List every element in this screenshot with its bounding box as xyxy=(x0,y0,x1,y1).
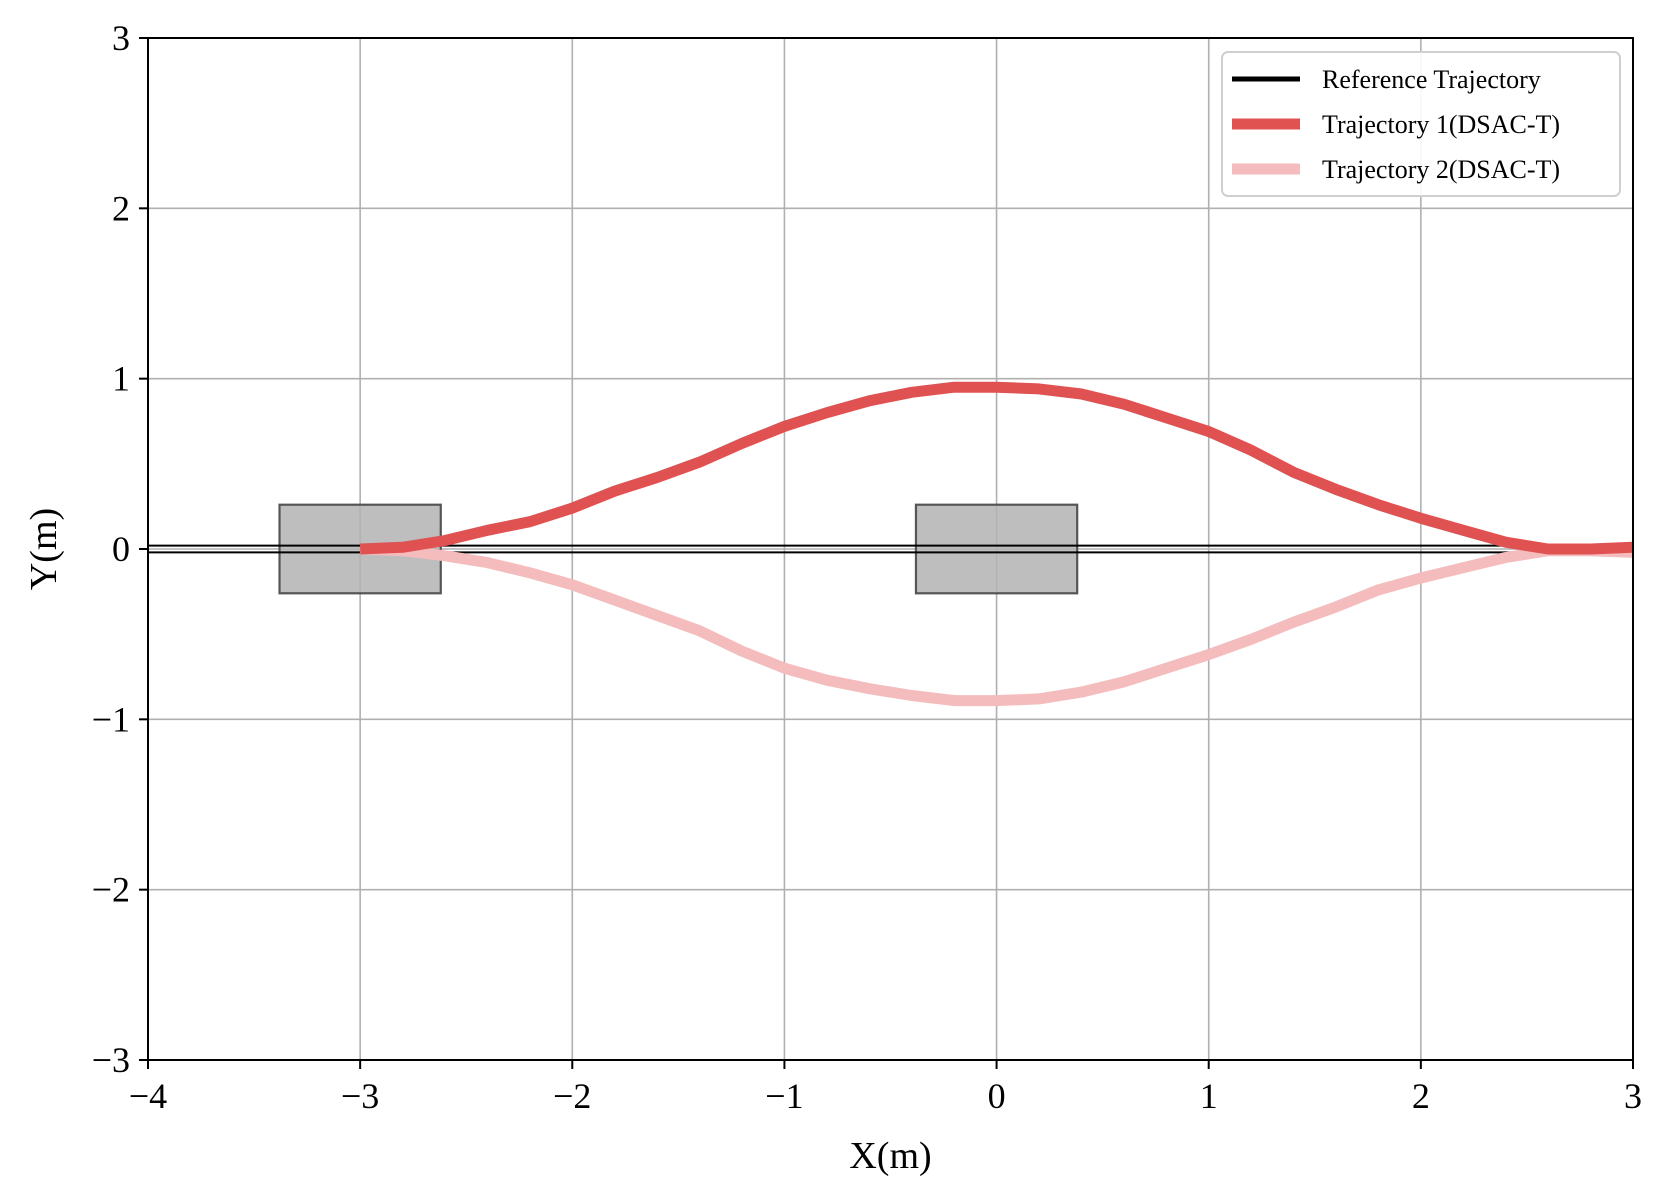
x-tick-label: 2 xyxy=(1412,1076,1430,1116)
x-tick-label: −1 xyxy=(765,1076,803,1116)
x-tick-label: −4 xyxy=(129,1076,167,1116)
y-tick-label: −3 xyxy=(92,1040,130,1080)
y-tick-label: 3 xyxy=(112,18,130,58)
x-tick-label: 0 xyxy=(988,1076,1006,1116)
x-tick-label: 3 xyxy=(1624,1076,1642,1116)
x-axis-ticks: −4 −3 −2 −1 0 1 2 3 xyxy=(129,1060,1642,1116)
x-tick-label: 1 xyxy=(1200,1076,1218,1116)
legend-label: Reference Trajectory xyxy=(1322,65,1541,94)
trajectory-line xyxy=(359,543,1634,707)
trajectory-line xyxy=(359,381,1634,555)
y-axis-label: Y(m) xyxy=(23,508,65,590)
y-tick-label: −1 xyxy=(92,699,130,739)
x-tick-label: −3 xyxy=(341,1076,379,1116)
legend-label: Trajectory 2(DSAC-T) xyxy=(1322,155,1560,184)
legend-label: Trajectory 1(DSAC-T) xyxy=(1322,110,1560,139)
trajectory-series xyxy=(359,381,1634,707)
y-tick-label: 0 xyxy=(112,529,130,569)
legend: Reference Trajectory Trajectory 1(DSAC-T)… xyxy=(1221,51,1621,197)
legend-box xyxy=(1221,51,1621,197)
y-axis-ticks: −3 −2 −1 0 1 2 3 xyxy=(92,18,148,1080)
y-tick-label: 1 xyxy=(112,359,130,399)
obstacle-box xyxy=(914,503,1079,595)
y-tick-label: −2 xyxy=(92,870,130,910)
y-tick-label: 2 xyxy=(112,188,130,228)
x-tick-label: −2 xyxy=(553,1076,591,1116)
x-axis-label: X(m) xyxy=(849,1135,931,1177)
